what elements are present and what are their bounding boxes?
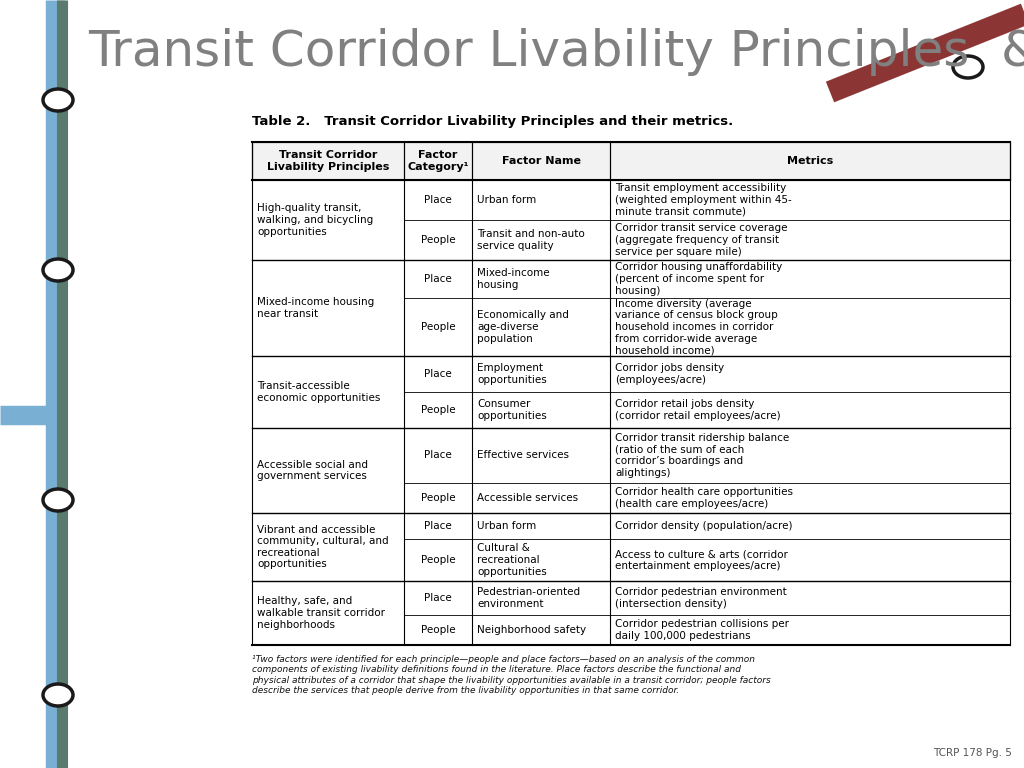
Text: Economically and
age-diverse
population: Economically and age-diverse population xyxy=(477,310,569,343)
Text: Consumer
opportunities: Consumer opportunities xyxy=(477,399,547,421)
Text: Urban form: Urban form xyxy=(477,195,537,205)
Text: Effective services: Effective services xyxy=(477,451,569,461)
Text: Income diversity (average
variance of census block group
household incomes in co: Income diversity (average variance of ce… xyxy=(615,299,778,355)
Text: Corridor pedestrian collisions per
daily 100,000 pedestrians: Corridor pedestrian collisions per daily… xyxy=(615,619,790,641)
Bar xyxy=(252,142,1010,180)
Text: High-quality transit,
walking, and bicycling
opportunities: High-quality transit, walking, and bicyc… xyxy=(257,204,374,237)
Text: Pedestrian-oriented
environment: Pedestrian-oriented environment xyxy=(477,588,581,609)
Text: Vibrant and accessible
community, cultural, and
recreational
opportunities: Vibrant and accessible community, cultur… xyxy=(257,525,389,569)
Text: Place: Place xyxy=(424,369,452,379)
Text: Employment
opportunities: Employment opportunities xyxy=(477,363,547,385)
Text: Corridor health care opportunities
(health care employees/acre): Corridor health care opportunities (heal… xyxy=(615,487,793,509)
Text: Healthy, safe, and
walkable transit corridor
neighborhoods: Healthy, safe, and walkable transit corr… xyxy=(257,597,385,630)
Text: Accessible social and
government services: Accessible social and government service… xyxy=(257,460,368,482)
Text: Cultural &
recreational
opportunities: Cultural & recreational opportunities xyxy=(477,544,547,577)
Ellipse shape xyxy=(43,489,73,511)
Text: TCRP 178 Pg. 5: TCRP 178 Pg. 5 xyxy=(933,748,1012,758)
Text: Transit Corridor
Livability Principles: Transit Corridor Livability Principles xyxy=(267,151,389,172)
Text: Mixed-income
housing: Mixed-income housing xyxy=(477,268,550,290)
Text: People: People xyxy=(421,235,456,245)
Text: People: People xyxy=(421,555,456,565)
Text: Place: Place xyxy=(424,274,452,284)
Ellipse shape xyxy=(43,89,73,111)
Text: Corridor transit service coverage
(aggregate frequency of transit
service per sq: Corridor transit service coverage (aggre… xyxy=(615,223,787,257)
Text: Corridor pedestrian environment
(intersection density): Corridor pedestrian environment (interse… xyxy=(615,588,786,609)
Text: Metrics: Metrics xyxy=(786,156,834,166)
Text: Urban form: Urban form xyxy=(477,521,537,531)
Text: Factor Name: Factor Name xyxy=(502,156,581,166)
Text: Table 2.   Transit Corridor Livability Principles and their metrics.: Table 2. Transit Corridor Livability Pri… xyxy=(252,115,733,128)
Text: Neighborhood safety: Neighborhood safety xyxy=(477,625,586,635)
Text: People: People xyxy=(421,493,456,503)
Text: Transit and non-auto
service quality: Transit and non-auto service quality xyxy=(477,229,585,251)
Text: Corridor retail jobs density
(corridor retail employees/acre): Corridor retail jobs density (corridor r… xyxy=(615,399,780,421)
Text: Place: Place xyxy=(424,195,452,205)
Text: People: People xyxy=(421,405,456,415)
Text: Corridor transit ridership balance
(ratio of the sum of each
corridor’s boarding: Corridor transit ridership balance (rati… xyxy=(615,433,790,478)
Text: ¹Two factors were identified for each principle—people and place factors—based o: ¹Two factors were identified for each pr… xyxy=(252,655,771,695)
Text: Accessible services: Accessible services xyxy=(477,493,579,503)
Text: Transit employment accessibility
(weighted employment within 45-
minute transit : Transit employment accessibility (weight… xyxy=(615,184,792,217)
Ellipse shape xyxy=(953,56,983,78)
Text: Factor
Category¹: Factor Category¹ xyxy=(408,151,469,172)
Text: Corridor density (population/acre): Corridor density (population/acre) xyxy=(615,521,793,531)
Text: Transit Corridor Livability Principles  & Metrics: Transit Corridor Livability Principles &… xyxy=(88,28,1024,76)
Text: Access to culture & arts (corridor
entertainment employees/acre): Access to culture & arts (corridor enter… xyxy=(615,549,787,571)
Text: People: People xyxy=(421,625,456,635)
Ellipse shape xyxy=(43,259,73,281)
Text: Corridor housing unaffordability
(percent of income spent for
housing): Corridor housing unaffordability (percen… xyxy=(615,263,782,296)
Text: Place: Place xyxy=(424,521,452,531)
Text: Place: Place xyxy=(424,451,452,461)
Text: Transit-accessible
economic opportunities: Transit-accessible economic opportunitie… xyxy=(257,381,380,402)
Text: Mixed-income housing
near transit: Mixed-income housing near transit xyxy=(257,297,374,319)
Ellipse shape xyxy=(43,684,73,706)
Text: Corridor jobs density
(employees/acre): Corridor jobs density (employees/acre) xyxy=(615,363,724,385)
Text: Place: Place xyxy=(424,593,452,603)
Text: People: People xyxy=(421,322,456,332)
